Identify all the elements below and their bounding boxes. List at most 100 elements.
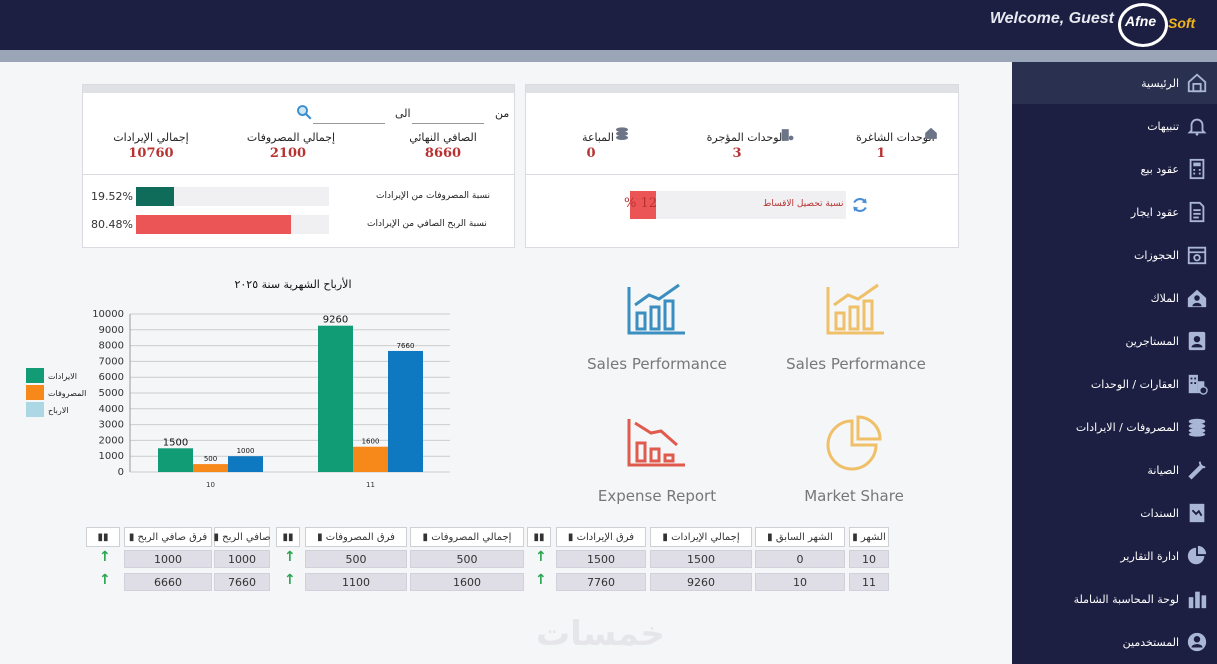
units-card: الوحدات الشاغرة 1 الوحدات المؤجرة 3 المب… — [525, 84, 959, 248]
sold-units-value: 0 — [586, 146, 596, 161]
y-tick-label: 2000 — [99, 435, 124, 446]
sidebar-item-users[interactable]: المستخدمين — [1012, 621, 1217, 663]
voucher-icon — [1185, 501, 1209, 525]
tile-sales-performance-gold[interactable]: Sales Performance — [766, 283, 946, 383]
logo-circle — [1118, 3, 1168, 47]
bar-value-label: 1500 — [163, 437, 188, 448]
bar-value-label: 1600 — [362, 438, 380, 446]
expenses-label: إجمالي المصروفات — [246, 131, 336, 144]
tenant-icon — [1185, 329, 1209, 353]
collection-value: % 12 — [624, 196, 658, 211]
sidebar-item-label: لوحة المحاسبة الشاملة — [1073, 592, 1179, 606]
wrench-icon — [1185, 458, 1209, 482]
bar — [318, 325, 353, 472]
bar — [228, 456, 263, 472]
x-tick-label: 10 — [206, 481, 215, 489]
table-header-5[interactable]: ▮ إجمالي المصروفات — [410, 527, 524, 547]
chart-title: الأرباح الشهرية سنة ٢٠٢٥ — [234, 278, 352, 291]
collection-label: نسبة تحصيل الاقساط — [763, 199, 844, 209]
table-cell: 500 — [410, 550, 524, 568]
table-header-7[interactable]: ▮▮ — [276, 527, 300, 547]
to-date-input[interactable] — [313, 123, 385, 124]
ratio-expenses-label: نسبة المصروفات من الإيرادات — [376, 191, 490, 201]
search-icon[interactable] — [295, 103, 313, 125]
user-icon — [1185, 630, 1209, 654]
y-tick-label: 3000 — [99, 420, 124, 431]
table-header-3[interactable]: ▮ فرق الإيرادات — [556, 527, 646, 547]
divider — [526, 174, 958, 175]
up-arrow-icon: ↑ — [99, 549, 111, 565]
tile-sales-performance-blue[interactable]: Sales Performance — [567, 283, 747, 383]
collection-bar-fill — [630, 191, 656, 219]
owner-house-icon — [1185, 286, 1209, 310]
table-header-10[interactable]: ▮▮ — [86, 527, 120, 547]
up-arrow-icon: ↑ — [535, 549, 547, 565]
sales-performance-blue-icon — [625, 283, 689, 341]
ratio-expenses-value: 19.52% — [91, 190, 133, 203]
table-header-0[interactable]: ▮ الشهر — [849, 527, 889, 547]
y-tick-label: 0 — [118, 467, 124, 478]
expense-report-icon — [625, 419, 689, 473]
sidebar-item-label: الرئيسية — [1141, 76, 1179, 90]
tile-market-share[interactable]: Market Share — [764, 415, 944, 515]
table-header-2[interactable]: ▮ إجمالي الإيرادات — [650, 527, 752, 547]
sidebar-item-label: عقود ايجار — [1130, 205, 1179, 219]
bell-icon — [1185, 114, 1209, 138]
coins-icon — [1185, 415, 1209, 439]
from-date-input[interactable] — [412, 123, 484, 124]
sidebar-item-maintenance[interactable]: الصيانة — [1012, 449, 1217, 491]
sidebar-item-accounting-board[interactable]: لوحة المحاسبة الشاملة — [1012, 578, 1217, 620]
sidebar-item-label: عقود بيع — [1140, 162, 1179, 176]
sidebar-item-reports[interactable]: ادارة التقارير — [1012, 535, 1217, 577]
building-icon — [780, 127, 794, 146]
tile-expense-report[interactable]: Expense Report — [567, 415, 747, 515]
y-tick-label: 6000 — [99, 372, 124, 383]
legend-swatch — [26, 385, 44, 400]
y-tick-label: 8000 — [99, 341, 124, 352]
sidebar-item-vouchers[interactable]: السندات — [1012, 492, 1217, 534]
legend-label: الارباح — [48, 406, 68, 415]
card-header — [83, 85, 514, 93]
refresh-icon[interactable] — [850, 195, 870, 219]
legend-label: الايرادات — [48, 372, 77, 381]
sidebar-item-label: المصروفات / الايرادات — [1075, 420, 1179, 434]
sidebar-item-expenses-revenues[interactable]: المصروفات / الايرادات — [1012, 406, 1217, 448]
sidebar-item-owners[interactable]: الملاك — [1012, 277, 1217, 319]
table-header-9[interactable]: ▮ فرق صافي الربح — [124, 527, 212, 547]
sidebar-item-alerts[interactable]: تنبيهات — [1012, 105, 1217, 147]
sidebar-item-tenants[interactable]: المستاجرين — [1012, 320, 1217, 362]
sidebar-item-sale-contracts[interactable]: عقود بيع — [1012, 148, 1217, 190]
bar — [353, 446, 388, 472]
table-cell: 500 — [305, 550, 407, 568]
table-header-6[interactable]: ▮ فرق المصروفات — [305, 527, 407, 547]
sidebar-item-bookings[interactable]: الحجوزات — [1012, 234, 1217, 276]
ratio-profit-bar — [136, 215, 329, 234]
table-cell: 10 — [755, 573, 845, 591]
buildings-icon — [1185, 372, 1209, 396]
tile-label: Sales Performance — [587, 355, 727, 373]
ratio-profit-value: 80.48% — [91, 218, 133, 231]
rented-units-label: الوحدات المؤجرة — [706, 131, 786, 144]
tile-label: Market Share — [804, 487, 904, 505]
table-header-8[interactable]: ▮ صافي الربح — [213, 527, 271, 547]
finance-card: من الى الصافي النهائي 8660 إجمالي المصرو… — [82, 84, 515, 248]
pie-chart-icon — [1185, 544, 1209, 568]
table-cell: 1600 — [410, 573, 524, 591]
top-bar-strip — [0, 50, 1217, 62]
bar-value-label: 1000 — [237, 447, 255, 455]
sidebar-item-home[interactable]: الرئيسية — [1012, 62, 1217, 104]
table-cell: 1500 — [556, 550, 646, 568]
from-label: من — [495, 107, 510, 120]
table-header-4[interactable]: ▮▮ — [527, 527, 551, 547]
legend-label: المصروفات — [48, 389, 86, 398]
sidebar-item-properties[interactable]: العقارات / الوحدات — [1012, 363, 1217, 405]
vacant-units-label: الوحدات الشاغرة — [856, 131, 935, 144]
table-header-1[interactable]: ▮ الشهر السابق — [755, 527, 845, 547]
sidebar-item-rent-contracts[interactable]: عقود ايجار — [1012, 191, 1217, 233]
market-share-icon — [822, 415, 886, 477]
table-cell: 1500 — [650, 550, 752, 568]
table-cell: 9260 — [650, 573, 752, 591]
sidebar-item-label: المستخدمين — [1122, 635, 1179, 649]
calendar-icon — [1185, 243, 1209, 267]
revenue-value: 10760 — [128, 146, 174, 161]
